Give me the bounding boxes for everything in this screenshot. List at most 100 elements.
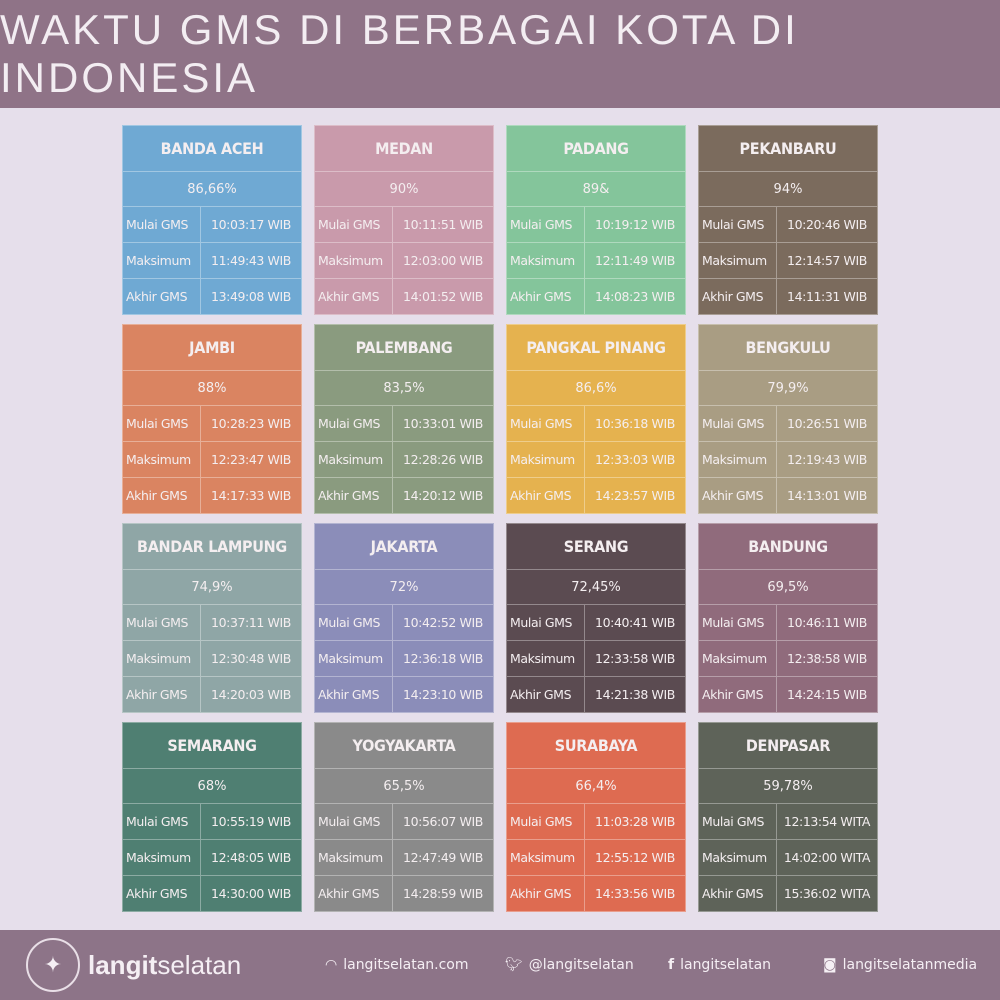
city-card: YOGYAKARTA 65,5% Mulai GMS 10:56:07 WIB Ma… — [314, 722, 494, 912]
time-value: 10:20:46 WIB — [787, 217, 867, 232]
time-row-start: Mulai GMS 10:03:17 WIB — [123, 207, 301, 243]
brand-bold: langit — [88, 949, 158, 980]
time-row-start: Mulai GMS 10:19:12 WIB — [507, 207, 685, 243]
time-row-start: Mulai GMS 10:46:11 WIB — [699, 605, 877, 641]
brand-light: selatan — [157, 949, 242, 980]
city-card: BENGKULU 79,9% Mulai GMS 10:26:51 WIB Maks… — [698, 324, 878, 514]
time-value: 10:03:17 WIB — [211, 217, 291, 232]
city-name: SEMARANG — [123, 723, 301, 769]
city-name: YOGYAKARTA — [315, 723, 493, 769]
instagram-link[interactable]: ◙ langitselatanmedia — [823, 957, 977, 973]
time-label: Mulai GMS — [123, 406, 201, 441]
time-row-start: Mulai GMS 10:26:51 WIB — [699, 406, 877, 442]
time-value: 14:20:12 WIB — [403, 488, 483, 503]
time-label: Akhir GMS — [123, 677, 201, 712]
time-label: Mulai GMS — [507, 804, 585, 839]
time-value: 11:49:43 WIB — [211, 253, 291, 268]
city-name: PEKANBARU — [699, 126, 877, 172]
time-value: 10:37:11 WIB — [211, 615, 291, 630]
eclipse-percentage: 83,5% — [315, 371, 493, 406]
time-value: 10:26:51 WIB — [787, 416, 867, 431]
time-value: 10:46:11 WIB — [787, 615, 867, 630]
city-name: JAKARTA — [315, 524, 493, 570]
time-row-end: Akhir GMS 14:33:56 WIB — [507, 876, 685, 911]
time-value: 14:02:00 WITA — [783, 850, 871, 865]
time-value: 12:11:49 WIB — [595, 253, 675, 268]
time-row-max: Maksimum 12:48:05 WIB — [123, 840, 301, 876]
city-name: JAMBI — [123, 325, 301, 371]
time-label: Maksimum — [699, 442, 777, 477]
time-label: Akhir GMS — [315, 279, 393, 314]
time-value: 12:03:00 WIB — [403, 253, 483, 268]
twitter-text: @langitselatan — [528, 957, 634, 973]
time-label: Maksimum — [315, 442, 393, 477]
time-value: 10:40:41 WIB — [595, 615, 675, 630]
city-card: JAKARTA 72% Mulai GMS 10:42:52 WIB Maksimu… — [314, 523, 494, 713]
time-row-end: Akhir GMS 14:20:12 WIB — [315, 478, 493, 513]
time-row-end: Akhir GMS 14:01:52 WIB — [315, 279, 493, 314]
facebook-link[interactable]: f langitselatan — [668, 957, 771, 973]
eclipse-percentage: 72,45% — [507, 570, 685, 605]
time-label: Mulai GMS — [699, 406, 777, 441]
time-label: Akhir GMS — [699, 876, 777, 911]
facebook-icon: f — [668, 957, 675, 973]
time-label: Akhir GMS — [507, 677, 585, 712]
time-row-max: Maksimum 12:23:47 WIB — [123, 442, 301, 478]
city-name: PALEMBANG — [315, 325, 493, 371]
time-row-end: Akhir GMS 14:17:33 WIB — [123, 478, 301, 513]
city-card: SERANG 72,45% Mulai GMS 10:40:41 WIB Maksi… — [506, 523, 686, 713]
time-row-start: Mulai GMS 10:37:11 WIB — [123, 605, 301, 641]
time-row-max: Maksimum 12:30:48 WIB — [123, 641, 301, 677]
eclipse-percentage: 88% — [123, 371, 301, 406]
time-label: Mulai GMS — [315, 804, 393, 839]
time-label: Maksimum — [123, 641, 201, 676]
twitter-link[interactable]: 🐦︎ @langitselatan — [505, 957, 634, 973]
time-label: Maksimum — [699, 243, 777, 278]
time-row-start: Mulai GMS 10:42:52 WIB — [315, 605, 493, 641]
instagram-text: langitselatanmedia — [842, 957, 978, 973]
eclipse-percentage: 79,9% — [699, 371, 877, 406]
eclipse-percentage: 86,6% — [507, 371, 685, 406]
time-label: Akhir GMS — [699, 478, 777, 513]
time-value: 12:33:58 WIB — [595, 651, 675, 666]
time-row-max: Maksimum 12:36:18 WIB — [315, 641, 493, 677]
time-row-max: Maksimum 12:33:03 WIB — [507, 442, 685, 478]
time-row-max: Maksimum 14:02:00 WITA — [699, 840, 877, 876]
website-text: langitselatan.com — [343, 957, 469, 973]
time-value: 14:30:00 WIB — [211, 886, 291, 901]
time-label: Akhir GMS — [507, 876, 585, 911]
time-value: 14:28:59 WIB — [403, 886, 483, 901]
time-label: Maksimum — [123, 840, 201, 875]
time-value: 12:36:18 WIB — [403, 651, 483, 666]
time-value: 10:33:01 WIB — [403, 416, 483, 431]
time-row-max: Maksimum 12:28:26 WIB — [315, 442, 493, 478]
time-label: Mulai GMS — [507, 406, 585, 441]
time-label: Akhir GMS — [123, 279, 201, 314]
time-row-start: Mulai GMS 12:13:54 WITA — [699, 804, 877, 840]
eclipse-percentage: 94% — [699, 172, 877, 207]
city-card: BANDUNG 69,5% Mulai GMS 10:46:11 WIB Maksi… — [698, 523, 878, 713]
city-grid: BANDA ACEH 86,66% Mulai GMS 10:03:17 WIB M… — [122, 125, 878, 912]
time-label: Akhir GMS — [699, 279, 777, 314]
eclipse-percentage: 86,66% — [123, 172, 301, 207]
website-link[interactable]: ◠ langitselatan.com — [325, 957, 469, 973]
time-value: 14:13:01 WIB — [787, 488, 867, 503]
time-row-end: Akhir GMS 14:13:01 WIB — [699, 478, 877, 513]
time-label: Mulai GMS — [315, 207, 393, 242]
eclipse-percentage: 66,4% — [507, 769, 685, 804]
time-row-max: Maksimum 12:11:49 WIB — [507, 243, 685, 279]
time-value: 14:33:56 WIB — [595, 886, 675, 901]
time-label: Maksimum — [507, 840, 585, 875]
time-row-end: Akhir GMS 13:49:08 WIB — [123, 279, 301, 314]
time-value: 12:47:49 WIB — [403, 850, 483, 865]
city-card: MEDAN 90% Mulai GMS 10:11:51 WIB Maksimum 1… — [314, 125, 494, 315]
time-value: 14:23:10 WIB — [403, 687, 483, 702]
time-row-end: Akhir GMS 14:21:38 WIB — [507, 677, 685, 712]
time-value: 10:28:23 WIB — [211, 416, 291, 431]
time-label: Maksimum — [315, 840, 393, 875]
city-name: BANDAR LAMPUNG — [123, 524, 301, 570]
time-value: 12:13:54 WITA — [783, 814, 871, 829]
time-row-max: Maksimum 12:38:58 WIB — [699, 641, 877, 677]
city-card: JAMBI 88% Mulai GMS 10:28:23 WIB Maksimum 1… — [122, 324, 302, 514]
time-label: Maksimum — [507, 641, 585, 676]
